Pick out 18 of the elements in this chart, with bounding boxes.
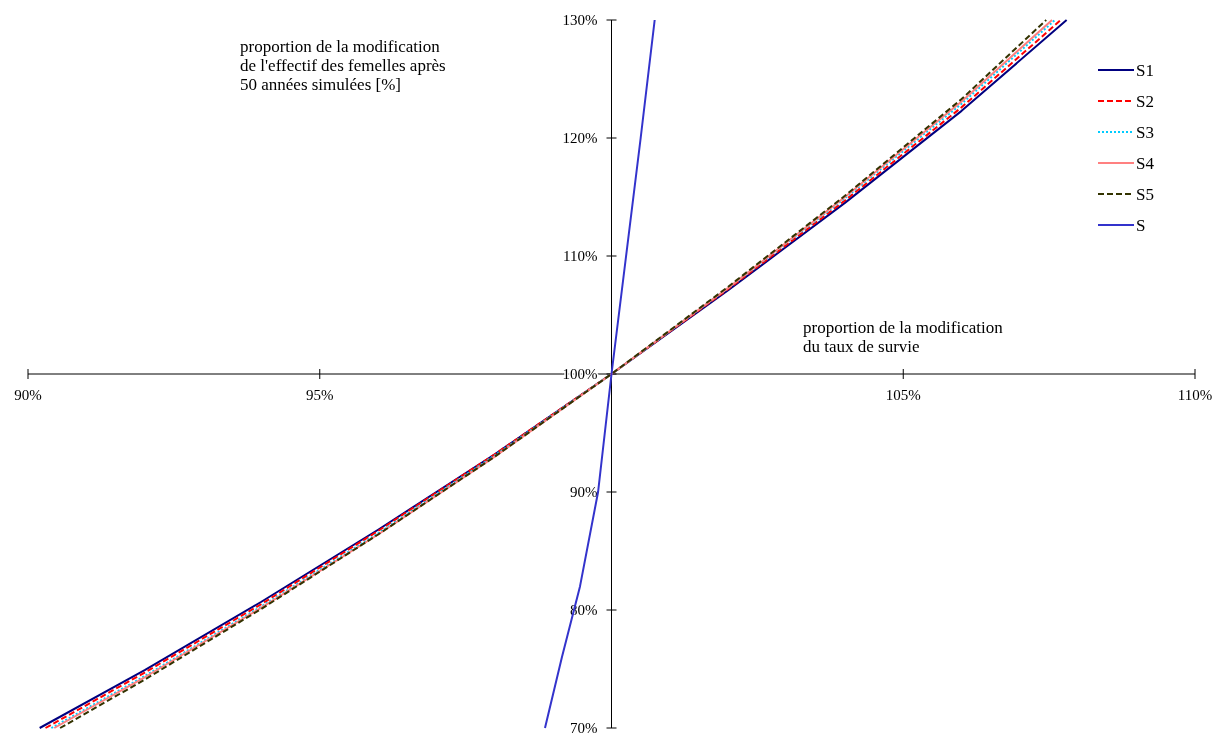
y-tick-label: 100%: [562, 366, 598, 382]
x-tick-label: 105%: [885, 387, 921, 403]
y-tick-label: 70%: [570, 720, 598, 736]
x-axis-title: proportion de la modification du taux de survie: [803, 318, 1004, 356]
legend-label: S4: [1136, 154, 1155, 173]
y-tick-label: 120%: [562, 130, 598, 146]
legend-label: S2: [1136, 92, 1154, 111]
x-tick-label: 95%: [306, 387, 334, 403]
y-tick-label: 90%: [570, 484, 598, 500]
legend-label: S3: [1136, 123, 1154, 142]
legend-label: S1: [1136, 61, 1154, 80]
y-axis-title: proportion de la modification de l'effectif des femelles après 50 années simulées [%]: [240, 37, 446, 94]
legend-label: S: [1136, 216, 1146, 235]
y-tick-label: 110%: [563, 248, 598, 264]
x-tick-label: 110%: [1177, 387, 1213, 403]
legend-label: S5: [1136, 185, 1154, 204]
x-tick-label: 90%: [14, 387, 42, 403]
y-tick-label: 130%: [562, 12, 598, 28]
